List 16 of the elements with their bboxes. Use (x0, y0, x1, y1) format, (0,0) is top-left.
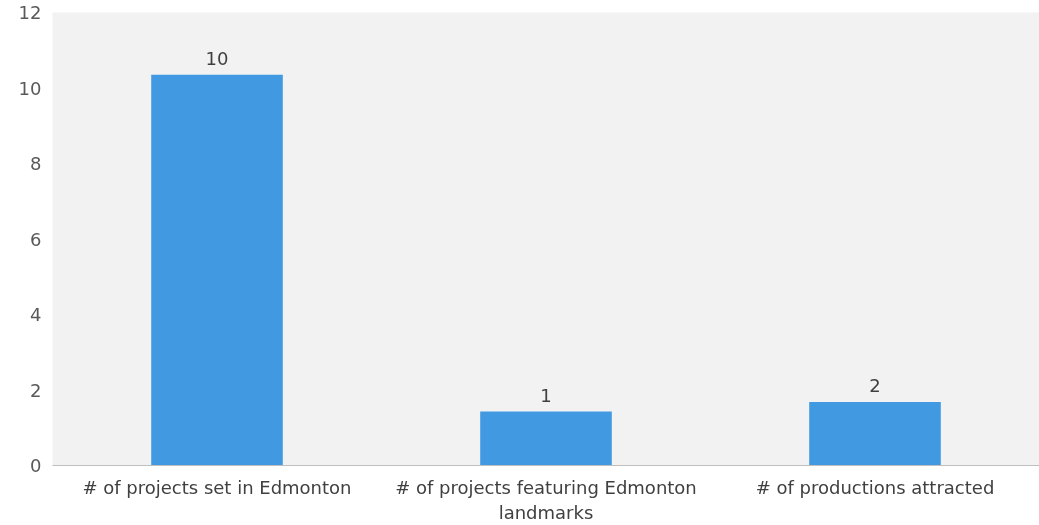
bar (151, 74, 283, 466)
y-tick-label: 4 (30, 304, 42, 325)
y-tick-label: 0 (30, 455, 42, 476)
y-tick-label: 12 (18, 2, 42, 23)
y-tick-label: 6 (30, 228, 42, 250)
y-tick-label: 2 (30, 379, 42, 401)
x-tick-label: # of projects set in Edmonton (82, 476, 352, 498)
data-label: 1 (540, 384, 552, 406)
data-label: 2 (869, 375, 881, 397)
bar (809, 402, 941, 466)
data-label: 10 (205, 47, 229, 69)
y-tick-label: 8 (30, 153, 42, 174)
x-tick-label: # of projects featuring Edmonton landmarks (395, 476, 697, 523)
y-tick-label: 10 (18, 77, 42, 99)
x-tick-label: # of productions attracted (755, 476, 995, 498)
bar (480, 411, 612, 466)
